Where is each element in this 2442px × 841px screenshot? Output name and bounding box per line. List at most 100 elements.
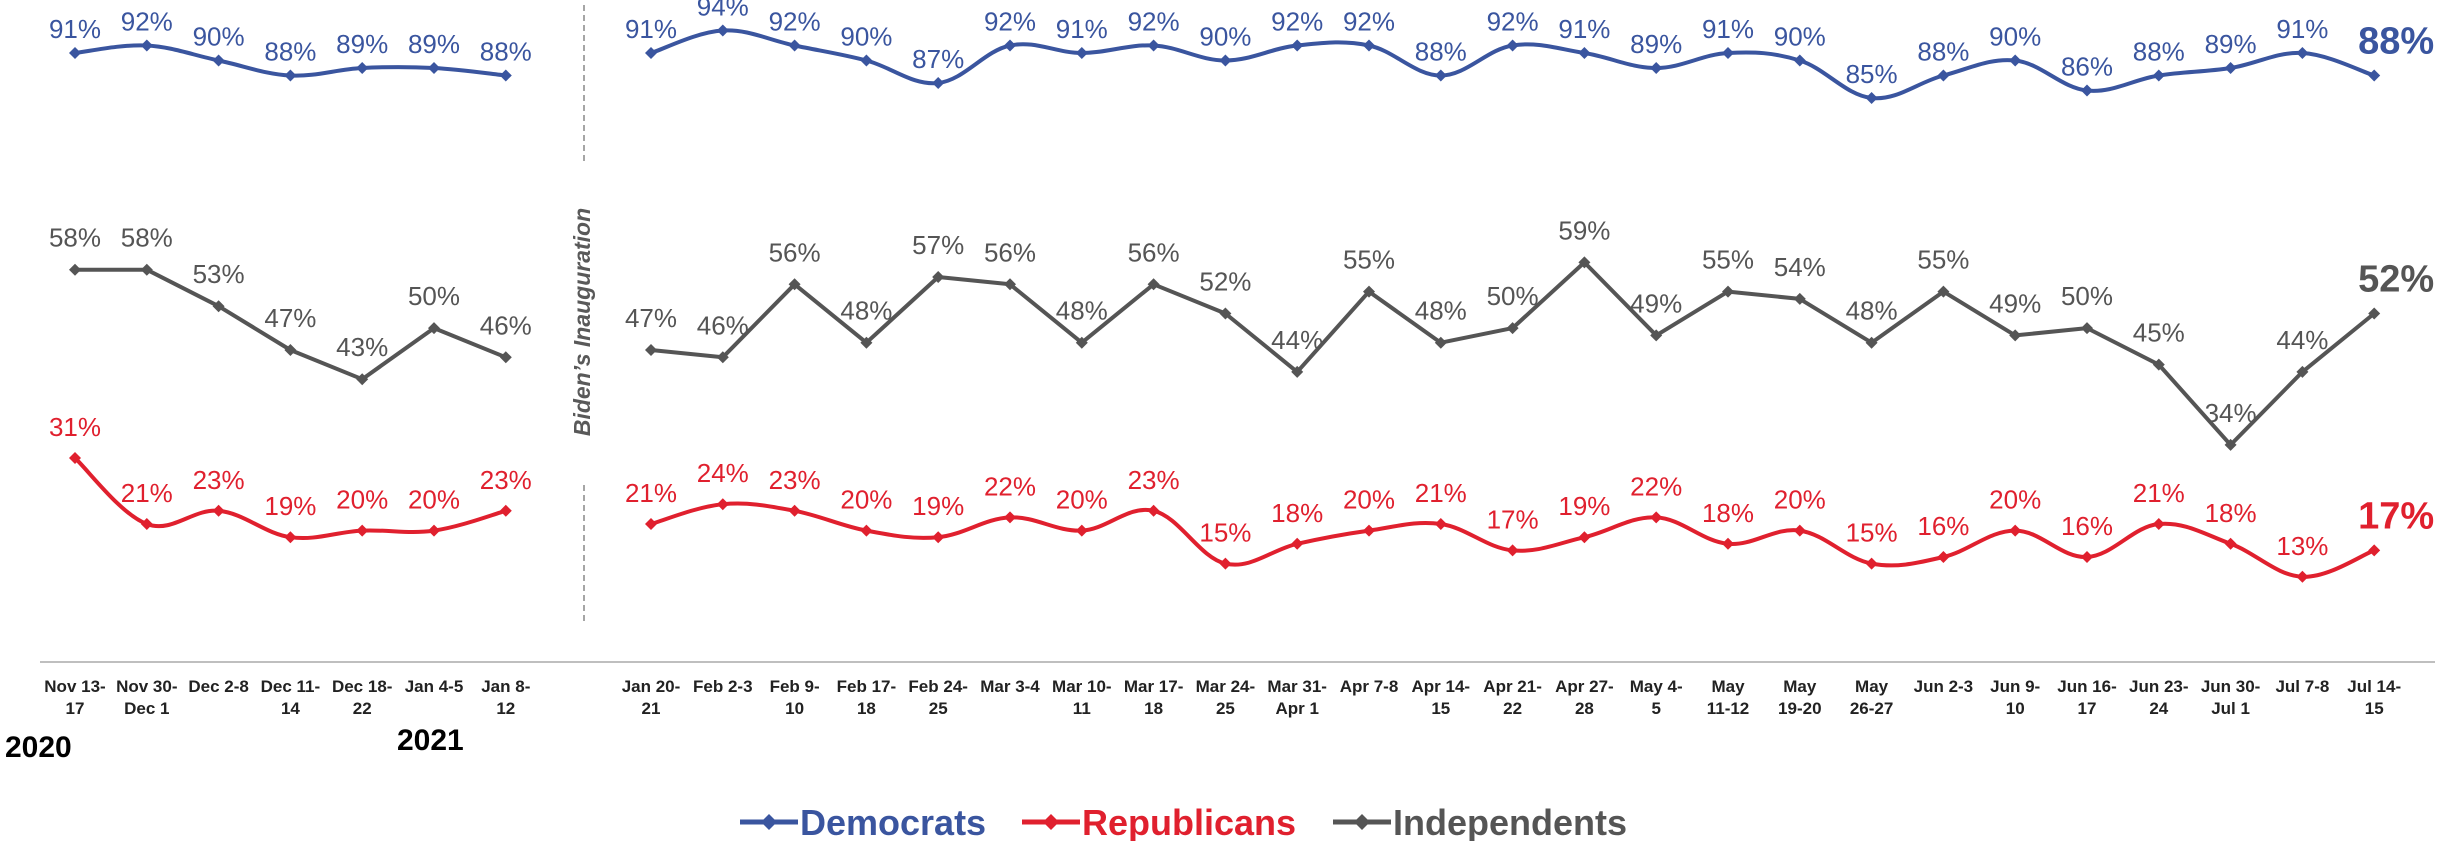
data-point-republicans [69, 452, 81, 464]
data-point-republicans [1650, 511, 1663, 524]
data-point-republicans [788, 504, 801, 517]
data-point-democrats [428, 62, 440, 74]
data-point-independents [1865, 336, 1878, 349]
data-point-democrats [932, 77, 945, 89]
data-label-republicans: 20% [336, 485, 388, 515]
data-point-democrats [2296, 47, 2309, 59]
data-point-democrats [1793, 54, 1806, 67]
data-label-independents: 56% [1128, 237, 1180, 267]
x-tick-label: Dec 11-14 [261, 677, 321, 718]
x-tick-label: Apr 14-15 [1412, 677, 1471, 718]
data-point-independents [1793, 292, 1806, 305]
data-label-independents: 50% [2061, 281, 2113, 311]
data-point-independents [1363, 285, 1375, 298]
data-point-independents [1219, 307, 1232, 320]
data-point-democrats [2224, 62, 2237, 74]
data-point-democrats [2081, 84, 2093, 97]
data-point-independents [284, 344, 297, 356]
data-point-democrats [860, 54, 873, 67]
data-label-independents: 52% [2358, 259, 2434, 301]
data-point-democrats [356, 62, 369, 74]
data-point-republicans [645, 518, 657, 530]
data-label-independents: 45% [2133, 318, 2185, 348]
data-point-republicans [1578, 531, 1591, 544]
x-tick-label: Apr 7-8 [1340, 677, 1399, 696]
data-point-democrats [2152, 69, 2165, 82]
data-label-republicans: 16% [2061, 511, 2113, 541]
data-point-independents [1506, 322, 1519, 335]
data-point-independents [860, 336, 873, 349]
data-label-democrats: 92% [769, 7, 821, 37]
data-label-democrats: 90% [840, 22, 892, 52]
data-label-republicans: 20% [1774, 485, 1826, 515]
x-axis: Nov 13-17 Nov 30-Dec 1 Dec 2-8 Dec 11-14 Dec… [5, 661, 2435, 764]
data-label-republicans: 22% [1630, 471, 1682, 501]
data-label-democrats: 87% [912, 44, 964, 74]
data-label-democrats: 91% [1056, 14, 1108, 44]
data-point-republicans [499, 504, 512, 517]
x-tick-label: May 19-20 [1778, 677, 1821, 718]
data-label-independents: 47% [264, 303, 316, 333]
data-label-republicans: 20% [1343, 485, 1395, 515]
data-label-republicans: 15% [1199, 518, 1251, 548]
data-label-independents: 53% [193, 259, 245, 289]
data-label-independents: 56% [984, 237, 1036, 267]
data-point-republicans [860, 524, 873, 537]
data-point-independents [2296, 365, 2309, 378]
data-point-independents [2081, 322, 2093, 335]
data-point-republicans [2368, 544, 2381, 557]
data-point-independents [1937, 285, 1950, 298]
legend-label-independents: Independents [1393, 802, 1627, 841]
data-label-republicans: 20% [1989, 485, 2041, 515]
data-point-independents [1578, 256, 1591, 269]
data-point-republicans [212, 504, 225, 517]
data-point-democrats [140, 39, 153, 52]
data-label-democrats: 91% [49, 14, 101, 44]
x-tick-label: Feb 24-25 [908, 677, 968, 718]
data-point-democrats [1075, 47, 1088, 59]
data-point-independents [140, 263, 153, 276]
year-label-2021: 2021 [397, 724, 464, 757]
data-label-republicans: 21% [2133, 478, 2185, 508]
data-label-democrats: 86% [2061, 52, 2113, 82]
series-republicans: 31% 21% 23% 19% 20% 20% 23% 21% 24% 23% 20% 19% 22% 2… [49, 412, 2434, 583]
data-point-democrats [212, 54, 225, 67]
data-label-democrats: 90% [1199, 22, 1251, 52]
legend-item-republicans: Republicans [1022, 802, 1296, 841]
data-point-democrats [1219, 54, 1232, 67]
data-label-independents: 49% [1989, 288, 2041, 318]
data-point-republicans [716, 498, 729, 511]
data-point-republicans [1865, 557, 1878, 570]
data-label-democrats: 88% [1415, 37, 1467, 67]
data-label-independents: 44% [1271, 325, 1323, 355]
data-label-democrats: 85% [1846, 59, 1898, 89]
data-label-republicans: 19% [1558, 491, 1610, 521]
data-label-independents: 46% [480, 310, 532, 340]
data-point-republicans [428, 524, 440, 537]
data-label-independents: 48% [1056, 296, 1108, 326]
data-point-democrats [1434, 69, 1447, 82]
data-point-democrats [1937, 69, 1950, 82]
data-label-democrats: 91% [2276, 14, 2328, 44]
data-label-democrats: 94% [697, 0, 749, 22]
data-point-democrats [1650, 62, 1663, 74]
data-label-republicans: 21% [625, 478, 677, 508]
data-point-republicans [1434, 518, 1447, 530]
data-label-democrats: 92% [1487, 7, 1539, 37]
x-tick-label: Mar 31-Apr 1 [1267, 677, 1327, 718]
data-point-independents [212, 300, 225, 313]
data-label-republicans: 20% [1056, 485, 1108, 515]
data-point-independents [716, 351, 729, 364]
data-label-democrats: 91% [1702, 14, 1754, 44]
year-label-2020: 2020 [5, 731, 72, 764]
data-label-independents: 48% [1415, 296, 1467, 326]
legend-item-democrats: Democrats [740, 802, 986, 841]
x-tick-label: Jun 30-Jul 1 [2201, 677, 2261, 718]
data-point-democrats [1291, 39, 1304, 52]
x-tick-label: May 11-12 [1707, 677, 1750, 718]
data-point-independents [2224, 438, 2237, 451]
data-point-democrats [788, 39, 801, 52]
legend-item-independents: Independents [1333, 802, 1627, 841]
data-label-independents: 43% [336, 332, 388, 362]
data-label-democrats: 92% [1128, 7, 1180, 37]
